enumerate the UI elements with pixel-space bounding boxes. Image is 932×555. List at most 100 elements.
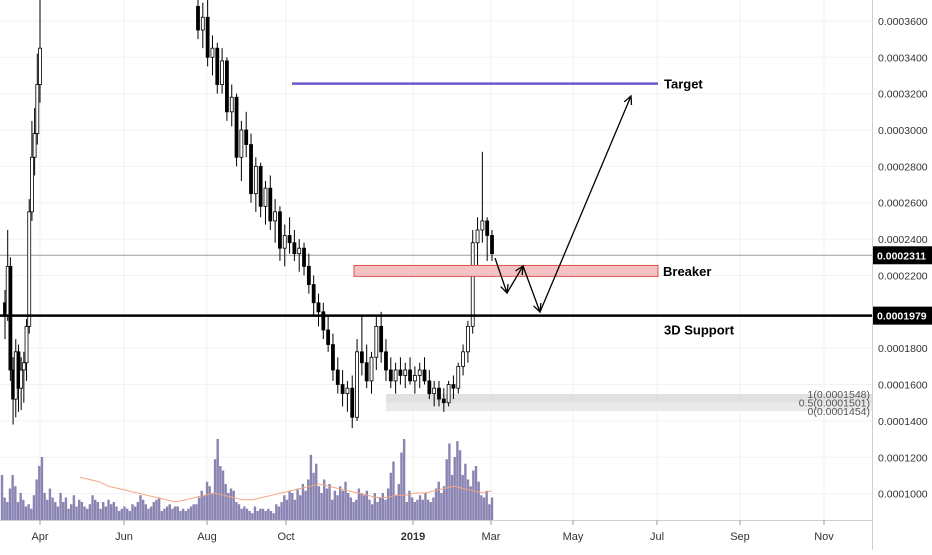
price-tick-label: 0.0001800	[878, 343, 928, 355]
volume-bar	[59, 493, 62, 520]
volume-bar	[128, 511, 132, 520]
volume-bar	[317, 486, 321, 520]
candle-body	[229, 96, 234, 113]
candle-body	[268, 187, 273, 222]
volume-bar	[482, 497, 486, 520]
volume-bar	[392, 461, 395, 520]
candle	[220, 48, 224, 94]
volume-bar	[346, 493, 350, 520]
candle-body	[475, 229, 480, 244]
candle-body	[403, 369, 408, 376]
volume-bar	[323, 479, 326, 520]
candle-body	[278, 211, 282, 249]
candle	[297, 239, 302, 272]
volume-bar	[421, 499, 424, 520]
candle	[306, 253, 311, 294]
volume-bar	[104, 506, 108, 520]
volume-bar	[115, 506, 118, 520]
volume-bar	[304, 490, 307, 520]
volume-bar	[248, 511, 251, 520]
volume-bar	[16, 502, 20, 520]
volume-bar	[328, 484, 331, 520]
volume-bar	[440, 493, 443, 520]
volume-bar	[203, 495, 206, 520]
volume-bar	[283, 495, 286, 520]
candle-body	[485, 220, 490, 236]
candle-body	[200, 16, 205, 31]
candle	[393, 362, 398, 394]
volume-bar	[339, 486, 342, 520]
candle-body	[446, 384, 451, 404]
volume-bar	[123, 506, 126, 520]
volume-bar	[432, 497, 435, 520]
candle-body	[258, 165, 263, 207]
volume-bar	[120, 508, 124, 520]
volume-bar	[397, 484, 400, 520]
volume-bar	[490, 497, 494, 520]
volume-bar	[301, 484, 305, 520]
candle-body	[466, 325, 470, 353]
candle-body	[451, 384, 456, 389]
candle	[38, 0, 42, 103]
candle	[461, 344, 465, 376]
volume-bar	[267, 508, 270, 520]
candle-body	[470, 242, 475, 327]
candle	[335, 357, 340, 394]
volume-bar	[488, 504, 491, 520]
volume-bar	[240, 508, 243, 520]
candle	[287, 217, 292, 254]
target-label: Target	[664, 77, 703, 92]
candle	[388, 357, 393, 389]
projection-arrow-segment	[494, 257, 508, 294]
volume-bar	[88, 504, 92, 520]
candle-body	[220, 60, 224, 85]
volume-bar	[256, 511, 259, 520]
volume-bar	[99, 508, 102, 520]
fib-level-label: 1(0.0001548)	[808, 389, 870, 401]
candle	[355, 339, 359, 421]
candle	[345, 380, 350, 412]
candle	[278, 206, 282, 261]
time-tick-label: 2019	[401, 531, 425, 543]
fib-band-upper	[386, 394, 872, 403]
volume-bar	[70, 504, 73, 520]
candle-body	[388, 369, 393, 382]
volume-bar	[370, 504, 374, 520]
volume-moving-average-line	[79, 476, 493, 503]
volume-bar	[485, 490, 488, 520]
candle	[331, 333, 335, 381]
candle	[263, 180, 268, 225]
volume-bar	[86, 508, 89, 520]
volume-bar	[30, 508, 33, 520]
volume-bar	[464, 463, 467, 520]
volume-bar	[235, 502, 238, 520]
volume-bar	[157, 497, 161, 520]
candle	[326, 315, 331, 352]
volume-bar	[285, 499, 289, 520]
candle	[451, 375, 456, 400]
volume-bar	[72, 495, 76, 520]
candle	[215, 42, 220, 94]
volume-bar	[259, 508, 262, 520]
time-tick-label: Oct	[277, 531, 294, 543]
volume-bar	[275, 504, 278, 520]
volume-bar	[173, 506, 177, 520]
candle	[258, 162, 263, 218]
volume-bar	[192, 504, 195, 520]
volume-bar	[75, 506, 78, 520]
volume-bar	[211, 493, 214, 520]
candle-body	[234, 96, 239, 158]
price-tick-label: 0.0001000	[878, 489, 928, 501]
volume-bar	[448, 443, 451, 520]
breaker-label: Breaker	[663, 264, 711, 279]
volume-bar	[205, 481, 209, 520]
volume-bar	[213, 459, 217, 520]
breaker-zone: Breaker	[353, 264, 711, 279]
candle-body	[412, 375, 417, 382]
fib-level-label: 0(0.0001454)	[808, 406, 870, 418]
candle	[273, 199, 278, 243]
breaker-rectangle[interactable]	[353, 264, 659, 277]
volume-bar	[112, 502, 116, 520]
volume-bar	[325, 488, 329, 520]
candle-body	[292, 242, 297, 255]
